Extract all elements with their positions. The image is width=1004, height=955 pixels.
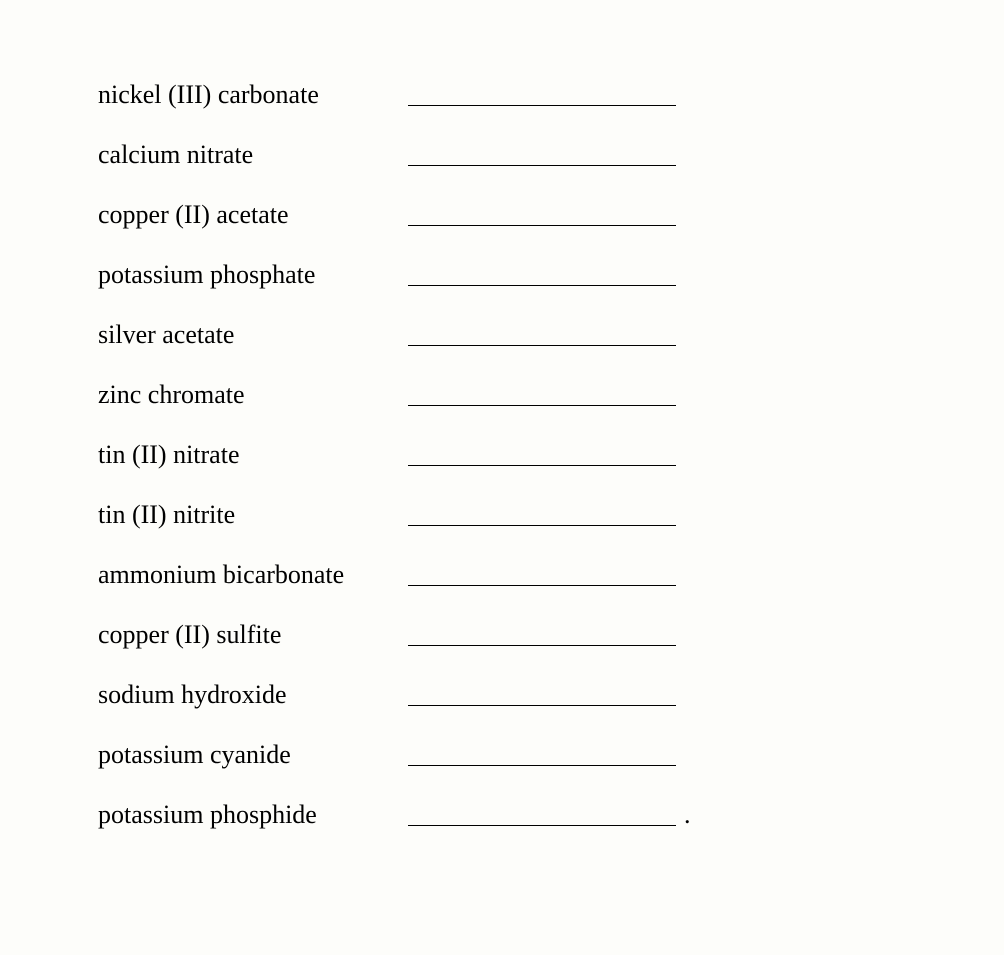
worksheet-row: copper (II) sulfite xyxy=(98,620,1004,680)
compound-label: tin (II) nitrite xyxy=(98,500,408,530)
worksheet-row: silver acetate xyxy=(98,320,1004,380)
answer-blank[interactable] xyxy=(408,765,676,766)
worksheet-row: tin (II) nitrate xyxy=(98,440,1004,500)
answer-blank[interactable] xyxy=(408,285,676,286)
worksheet-row: tin (II) nitrite xyxy=(98,500,1004,560)
worksheet-row: zinc chromate xyxy=(98,380,1004,440)
compound-label: potassium phosphate xyxy=(98,260,408,290)
answer-blank[interactable] xyxy=(408,165,676,166)
worksheet-row: calcium nitrate xyxy=(98,140,1004,200)
worksheet-row: potassium phosphide . xyxy=(98,800,1004,860)
answer-blank[interactable] xyxy=(408,705,676,706)
compound-label: silver acetate xyxy=(98,320,408,350)
compound-label: calcium nitrate xyxy=(98,140,408,170)
compound-label: copper (II) acetate xyxy=(98,200,408,230)
worksheet: nickel (III) carbonate calcium nitrate c… xyxy=(98,80,1004,860)
answer-blank[interactable] xyxy=(408,825,676,826)
worksheet-row: ammonium bicarbonate xyxy=(98,560,1004,620)
answer-blank[interactable] xyxy=(408,405,676,406)
compound-label: tin (II) nitrate xyxy=(98,440,408,470)
compound-label: potassium phosphide xyxy=(98,800,408,830)
answer-blank[interactable] xyxy=(408,585,676,586)
worksheet-row: sodium hydroxide xyxy=(98,680,1004,740)
compound-label: copper (II) sulfite xyxy=(98,620,408,650)
compound-label: nickel (III) carbonate xyxy=(98,80,408,110)
compound-label: ammonium bicarbonate xyxy=(98,560,408,590)
worksheet-row: copper (II) acetate xyxy=(98,200,1004,260)
compound-label: zinc chromate xyxy=(98,380,408,410)
worksheet-row: nickel (III) carbonate xyxy=(98,80,1004,140)
row-suffix: . xyxy=(684,800,691,830)
answer-blank[interactable] xyxy=(408,345,676,346)
answer-blank[interactable] xyxy=(408,225,676,226)
compound-label: sodium hydroxide xyxy=(98,680,408,710)
worksheet-row: potassium phosphate xyxy=(98,260,1004,320)
answer-blank[interactable] xyxy=(408,105,676,106)
answer-blank[interactable] xyxy=(408,645,676,646)
worksheet-row: potassium cyanide xyxy=(98,740,1004,800)
answer-blank[interactable] xyxy=(408,525,676,526)
compound-label: potassium cyanide xyxy=(98,740,408,770)
answer-blank[interactable] xyxy=(408,465,676,466)
